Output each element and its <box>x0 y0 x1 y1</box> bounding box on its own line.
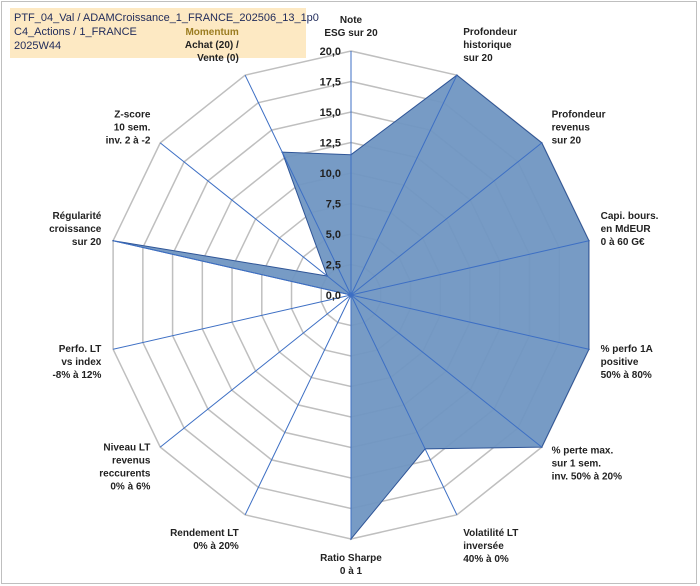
radar-tick-labels: 0,0 2,5 5,0 7,5 10,0 12,5 15,0 17,5 20,0 <box>320 46 341 302</box>
tick-label: 17,5 <box>320 77 341 89</box>
tick-label: 5,0 <box>326 229 341 241</box>
axis-label: Ratio Sharpe 0 à 1 <box>320 553 382 577</box>
radar-spoke <box>350 294 543 448</box>
axis-label: Niveau LT revenus reccurents 0% à 6% <box>99 442 151 492</box>
title-line-category: C4_Actions / 1_FRANCE <box>14 26 137 38</box>
axis-label: Régularité croissance sur 20 <box>49 211 102 248</box>
radar-spoke <box>350 294 589 350</box>
tick-label: 7,5 <box>326 199 341 211</box>
axis-label: Rendement LT 0% à 20% <box>170 528 239 552</box>
tick-label: 15,0 <box>320 107 341 119</box>
radar-spoke <box>244 74 352 296</box>
tick-label: 0,0 <box>326 290 341 302</box>
axis-label: % perfo 1A positive 50% à 80% <box>601 344 653 381</box>
radar-spoke <box>350 240 589 296</box>
radar-spoke <box>350 74 458 296</box>
axis-label: Note ESG sur 20 <box>324 15 378 39</box>
title-line-portfolio: PTF_04_Val / ADAMCroissance_1_FRANCE_202… <box>14 12 319 24</box>
radar-spoke <box>350 142 543 296</box>
tick-label: 2,5 <box>326 260 341 272</box>
radar-spokes <box>113 51 589 539</box>
axis-label: Volatilité LT inversée 40% à 0% <box>463 528 518 565</box>
axis-label: Perfo. LT vs index -8% à 12% <box>52 344 101 381</box>
axis-label: Profondeur revenus sur 20 <box>552 109 606 146</box>
radar-axis-labels: Note ESG sur 20 Profondeur historique sur 20… <box>49 15 659 577</box>
radar-spoke <box>159 142 352 296</box>
axis-label: Capi. bours. en MdEUR 0 à 60 G€ <box>601 211 659 248</box>
axis-label: Momentum Achat (20) / Vente (0) <box>185 27 239 64</box>
tick-label: 12,5 <box>320 138 341 150</box>
axis-label: Z-score 10 sem. inv. 2 à -2 <box>106 109 151 146</box>
chart-title-box: PTF_04_Val / ADAMCroissance_1_FRANCE_202… <box>10 8 319 58</box>
radar-spoke <box>244 294 352 516</box>
axis-label: Profondeur historique sur 20 <box>463 27 517 64</box>
radar-spoke <box>350 294 458 516</box>
tick-label: 20,0 <box>320 46 341 58</box>
radar-spoke <box>159 294 352 448</box>
axis-label: % perte max. sur 1 sem. inv. 50% à 20% <box>552 446 623 483</box>
radar-spoke <box>113 240 352 296</box>
radar-spoke <box>113 294 352 350</box>
title-line-week: 2025W44 <box>14 40 62 52</box>
tick-label: 10,0 <box>320 168 341 180</box>
